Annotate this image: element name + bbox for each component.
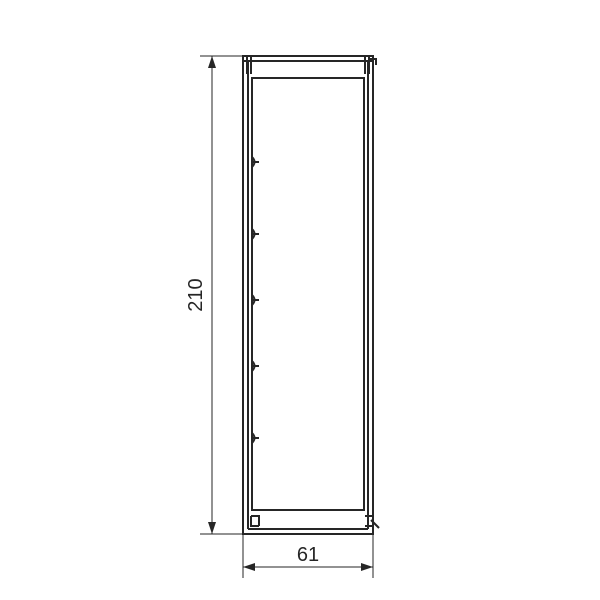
drawing-canvas: 210 61 [0, 0, 600, 600]
width-dimension-label: 61 [297, 544, 319, 566]
height-dimension-label: 210 [185, 278, 207, 311]
trunking-profile [243, 56, 379, 534]
outer-contour [243, 56, 373, 534]
